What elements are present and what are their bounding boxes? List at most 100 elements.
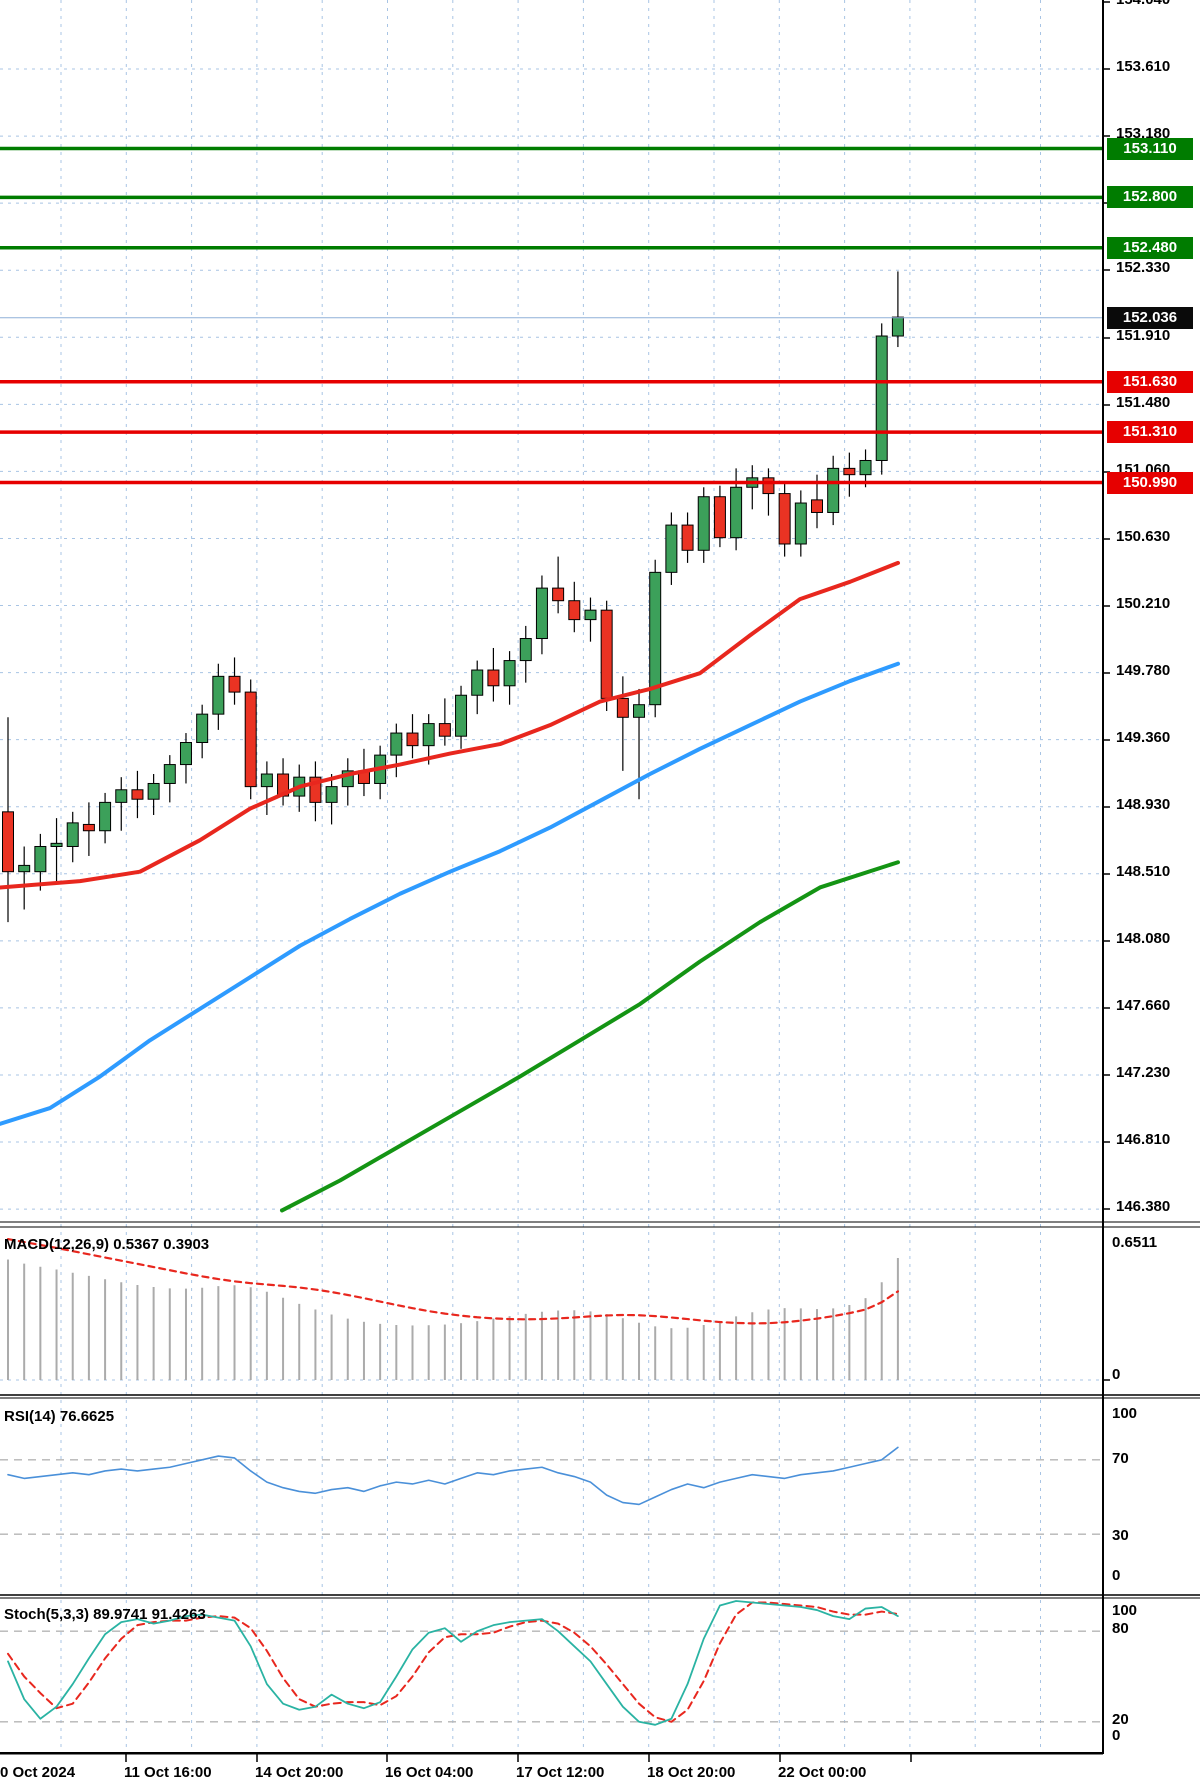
candle-body <box>503 660 516 687</box>
ma-green-line <box>280 860 900 1213</box>
ma-blue-line <box>0 661 900 1126</box>
y-axis-label: 150.210 <box>1116 595 1171 612</box>
support-price-label: 151.630 <box>1107 370 1193 393</box>
candle-body <box>697 496 710 551</box>
stoch-axis-label: 0 <box>1112 1727 1121 1744</box>
candle-body <box>649 571 662 706</box>
y-axis-label: 153.610 <box>1116 58 1171 75</box>
x-axis-label: 14 Oct 20:00 <box>255 1764 344 1781</box>
stoch-axis-label: 100 <box>1112 1602 1138 1619</box>
y-axis-label: 148.930 <box>1116 796 1171 813</box>
rsi-axis-label: 70 <box>1112 1450 1129 1467</box>
candle-body <box>212 675 225 715</box>
x-axis-label: 11 Oct 16:00 <box>124 1764 212 1781</box>
candle-body <box>665 524 678 573</box>
candle-body <box>66 822 79 847</box>
candle-body <box>50 842 63 847</box>
candle-body <box>762 477 775 495</box>
x-axis-label: 18 Oct 20:00 <box>647 1764 736 1781</box>
resistance-price-label: 152.800 <box>1107 186 1193 209</box>
candle-body <box>811 499 823 513</box>
y-axis-label: 147.230 <box>1116 1064 1171 1081</box>
candle-body <box>568 600 581 621</box>
y-axis-label: 148.080 <box>1116 930 1171 947</box>
y-axis-label: 148.510 <box>1116 863 1171 880</box>
candle-body <box>2 811 14 873</box>
y-axis-label: 151.910 <box>1116 327 1171 344</box>
y-axis-label: 154.040 <box>1116 0 1170 8</box>
stoch-axis-label: 20 <box>1112 1711 1129 1728</box>
y-axis-label: 147.660 <box>1116 997 1171 1014</box>
candle-body <box>519 638 532 662</box>
macd-signal-line <box>6 1237 900 1325</box>
candle-body <box>891 316 904 337</box>
macd-axis-label: 0 <box>1112 1366 1121 1383</box>
candle-body <box>875 335 888 461</box>
candle-body <box>99 801 112 832</box>
candle-body <box>778 493 791 545</box>
support-price-label: 151.310 <box>1107 421 1193 444</box>
candle-body <box>244 691 257 788</box>
candle-body <box>438 723 451 737</box>
candle-body <box>471 669 484 696</box>
candle-body <box>325 786 338 803</box>
candle-body <box>633 704 646 718</box>
support-price-label: 150.990 <box>1107 471 1193 494</box>
candle-body <box>179 742 192 766</box>
candle-body <box>552 587 565 602</box>
y-axis-label: 151.480 <box>1116 394 1171 411</box>
ma-red-line <box>0 560 900 890</box>
x-axis-label: 16 Oct 04:00 <box>385 1764 474 1781</box>
candle-body <box>600 609 613 699</box>
y-axis-label: 150.630 <box>1116 528 1171 545</box>
resistance-price-label: 153.110 <box>1107 137 1193 160</box>
x-axis-label: 22 Oct 00:00 <box>778 1764 867 1781</box>
candle-body <box>341 770 354 788</box>
x-axis-label: 0 Oct 2024 <box>0 1764 76 1781</box>
candle-body <box>843 467 856 476</box>
candle-body <box>730 486 743 539</box>
candle-body <box>18 864 31 873</box>
candle-body <box>163 764 176 784</box>
candle-body <box>390 732 403 756</box>
candle-body <box>487 669 500 687</box>
candle-body <box>309 776 322 803</box>
rsi-axis-label: 100 <box>1112 1405 1138 1422</box>
candle-body <box>196 713 209 744</box>
stoch-k-line <box>7 1600 899 1726</box>
candle-body <box>584 609 597 621</box>
stoch-axis-label: 80 <box>1112 1620 1129 1637</box>
candle-body <box>455 694 468 737</box>
resistance-price-label: 152.480 <box>1107 236 1193 259</box>
candle-body <box>616 697 629 718</box>
candle-body <box>406 732 419 747</box>
candle-body <box>681 524 694 551</box>
x-axis-label: 17 Oct 12:00 <box>516 1764 605 1781</box>
current-price-label: 152.036 <box>1107 306 1193 329</box>
candle-body <box>147 782 160 800</box>
rsi-line <box>7 1446 899 1506</box>
rsi-indicator-label: RSI(14) 76.6625 <box>4 1408 115 1425</box>
y-axis-label: 149.360 <box>1116 729 1171 746</box>
candle-body <box>82 823 95 832</box>
candle-body <box>794 502 807 545</box>
macd-indicator-label: MACD(12,26,9) 0.5367 0.3903 <box>4 1236 210 1253</box>
y-axis-label: 149.780 <box>1116 662 1171 679</box>
candle-body <box>535 587 548 640</box>
rsi-axis-label: 30 <box>1112 1527 1129 1544</box>
stoch-indicator-label: Stoch(5,3,3) 89.9741 91.4263 <box>4 1606 206 1623</box>
candle-body <box>131 789 144 800</box>
rsi-axis-label: 0 <box>1112 1567 1121 1584</box>
candle-body <box>115 789 128 803</box>
macd-axis-label: 0.6511 <box>1112 1234 1158 1251</box>
candle-body <box>228 675 241 693</box>
candle-body <box>34 845 47 873</box>
candle-body <box>422 723 435 747</box>
y-axis-label: 146.380 <box>1116 1198 1171 1215</box>
x-axis-line <box>0 1752 1103 1755</box>
candle-body <box>260 773 273 788</box>
candle-body <box>827 467 840 513</box>
y-axis-label: 152.330 <box>1116 259 1171 276</box>
